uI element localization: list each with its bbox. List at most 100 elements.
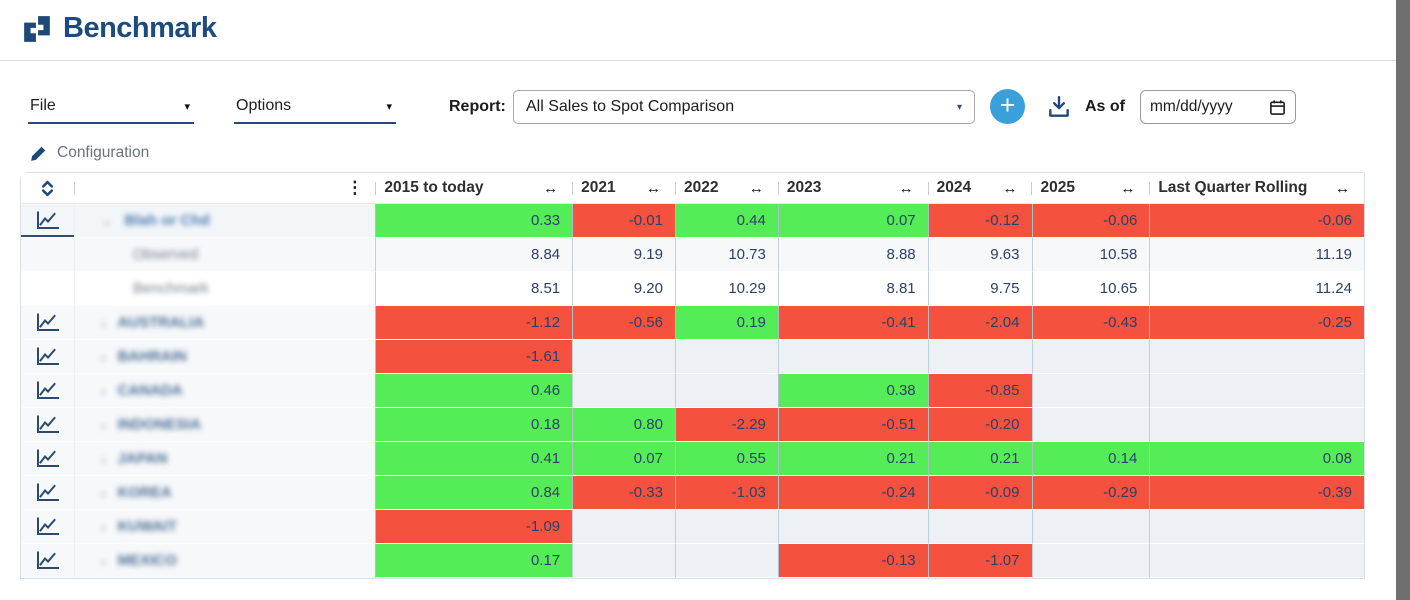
- value-cell: -0.06: [1031, 204, 1150, 238]
- row-name-cell[interactable]: Benchmark: [73, 272, 376, 306]
- expand-chevron-icon[interactable]: ⌄: [100, 212, 113, 228]
- column-label: 2023: [786, 179, 822, 196]
- table-row: Benchmark 8.51 9.20 10.29 8.81 9.75 10.65 11.24: [21, 272, 1364, 306]
- row-name-cell[interactable]: Observed: [73, 238, 376, 272]
- date-input[interactable]: [1150, 98, 1258, 116]
- add-report-button[interactable]: +: [990, 89, 1025, 124]
- value-cell: [572, 544, 675, 578]
- row-name-cell[interactable]: › CANADA: [73, 374, 376, 408]
- value-cell: [1149, 340, 1364, 374]
- value-cell: -0.56: [572, 306, 675, 340]
- chart-button-cell[interactable]: [21, 204, 74, 238]
- as-of-date-field[interactable]: [1140, 90, 1296, 124]
- row-name-cell[interactable]: › INDONESIA: [73, 408, 376, 442]
- value-cell: -2.04: [927, 306, 1032, 340]
- value-cell: 0.41: [375, 442, 573, 476]
- chart-icon[interactable]: [36, 517, 59, 536]
- value-cell: 0.80: [572, 408, 675, 442]
- value-cell: [572, 340, 675, 374]
- row-name-cell[interactable]: ⌄ Blah or Chd: [73, 204, 376, 238]
- chart-icon[interactable]: [36, 551, 59, 570]
- expand-chevron-icon[interactable]: ›: [100, 518, 106, 535]
- value-cell: [1031, 340, 1150, 374]
- value-cell: 8.88: [777, 238, 928, 272]
- value-cell: -0.41: [777, 306, 928, 340]
- expand-chevron-icon[interactable]: ›: [100, 552, 106, 569]
- expand-chevron-icon[interactable]: ›: [100, 314, 106, 331]
- value-cell: [572, 374, 675, 408]
- chart-button-cell[interactable]: [21, 544, 74, 578]
- column-header-last-quarter-rolling: Last Quarter Rolling ↔: [1149, 173, 1364, 203]
- value-cell: -0.25: [1149, 306, 1364, 340]
- expand-chevron-icon[interactable]: ›: [100, 450, 106, 467]
- report-select[interactable]: All Sales to Spot Comparison ▾: [513, 90, 975, 124]
- value-cell: 10.65: [1031, 272, 1150, 306]
- column-resize-icon[interactable]: ↔: [543, 179, 559, 197]
- expand-chevron-icon[interactable]: ›: [100, 416, 106, 433]
- chart-icon[interactable]: [36, 449, 59, 468]
- column-resize-icon[interactable]: ↔: [898, 179, 914, 197]
- chart-button-cell[interactable]: [21, 408, 74, 442]
- chart-icon[interactable]: [36, 381, 59, 400]
- sort-control[interactable]: [21, 173, 74, 203]
- row-name-wrap: › KOREA: [75, 484, 172, 501]
- value-cell: -1.09: [375, 510, 573, 544]
- download-button[interactable]: [1046, 93, 1072, 121]
- value-cell: [927, 340, 1032, 374]
- chart-button-cell[interactable]: [21, 476, 74, 510]
- column-resize-icon[interactable]: ↔: [645, 179, 661, 197]
- chart-icon[interactable]: [36, 483, 59, 502]
- options-menu[interactable]: Options ▾: [234, 90, 396, 124]
- chart-cell-empty: [21, 238, 74, 272]
- chart-button-cell[interactable]: [21, 442, 74, 476]
- row-label: BAHRAIN: [117, 348, 187, 365]
- row-name-wrap: › JAPAN: [75, 450, 167, 467]
- column-header-2025: 2025 ↔: [1031, 173, 1149, 203]
- column-resize-icon[interactable]: ↔: [1120, 179, 1136, 197]
- chart-button-cell[interactable]: [21, 306, 74, 340]
- chart-button-cell[interactable]: [21, 374, 74, 408]
- row-name-cell[interactable]: › JAPAN: [73, 442, 376, 476]
- chart-icon[interactable]: [36, 347, 59, 366]
- value-cell: 9.19: [572, 238, 675, 272]
- value-cell: 0.21: [927, 442, 1032, 476]
- column-label: Last Quarter Rolling: [1158, 179, 1308, 196]
- value-cell: -0.85: [927, 374, 1032, 408]
- row-name-wrap: › AUSTRALIA: [75, 314, 204, 331]
- value-cell: [927, 510, 1032, 544]
- row-label: Blah or Chd: [124, 212, 210, 229]
- kebab-menu-icon[interactable]: ⋮: [346, 178, 364, 197]
- table-row: › KOREA 0.84 -0.33 -1.03 -0.24 -0.09 -0.29 -0.39: [21, 476, 1364, 510]
- row-name-cell[interactable]: › AUSTRALIA: [73, 306, 376, 340]
- column-resize-icon[interactable]: ↔: [748, 179, 764, 197]
- value-cell: 0.08: [1149, 442, 1364, 476]
- chart-button-cell[interactable]: [21, 510, 74, 544]
- file-menu[interactable]: File ▾: [28, 90, 194, 124]
- column-resize-icon[interactable]: ↔: [1002, 179, 1018, 197]
- chart-icon[interactable]: [36, 313, 59, 332]
- row-label: Observed: [132, 246, 198, 263]
- row-name-cell[interactable]: › KOREA: [73, 476, 376, 510]
- app-logo-icon: [24, 15, 50, 42]
- value-cell: [1149, 544, 1364, 578]
- configuration-link[interactable]: Configuration: [30, 144, 149, 162]
- table-row: › JAPAN 0.41 0.07 0.55 0.21 0.21 0.14 0.08: [21, 442, 1364, 476]
- chart-icon[interactable]: [36, 211, 59, 230]
- row-name-cell[interactable]: › BAHRAIN: [73, 340, 376, 374]
- row-name-wrap: Observed: [75, 246, 198, 263]
- row-name-cell[interactable]: › MEXICO: [73, 544, 376, 578]
- chart-icon[interactable]: [36, 415, 59, 434]
- column-resize-icon[interactable]: ↔: [1335, 179, 1350, 197]
- value-cell: 0.18: [375, 408, 573, 442]
- expand-chevron-icon[interactable]: ›: [100, 348, 106, 365]
- value-cell: [1149, 408, 1364, 442]
- column-header-2024: 2024 ↔: [927, 173, 1032, 203]
- chart-button-cell[interactable]: [21, 340, 74, 374]
- value-cell: 10.58: [1031, 238, 1150, 272]
- caret-down-icon: ▾: [184, 100, 190, 113]
- value-cell: -0.39: [1149, 476, 1364, 510]
- row-name-cell[interactable]: › KUWAIT: [73, 510, 376, 544]
- expand-chevron-icon[interactable]: ›: [100, 484, 106, 501]
- row-name-wrap: › INDONESIA: [75, 416, 201, 433]
- expand-chevron-icon[interactable]: ›: [100, 382, 106, 399]
